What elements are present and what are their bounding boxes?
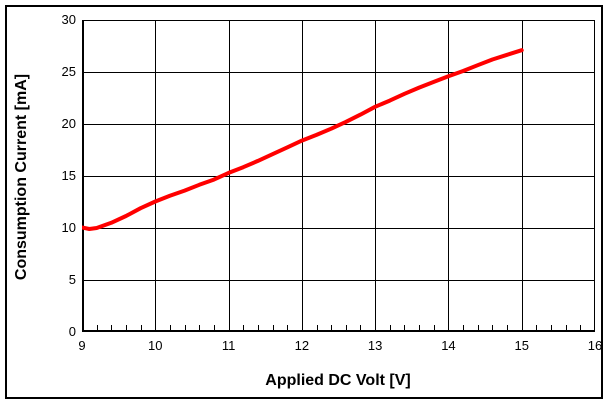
y-tick-label: 20 [61, 116, 76, 131]
x-tick-label: 13 [367, 338, 383, 353]
x-tick-label: 16 [587, 338, 603, 353]
series-line-consumption-current [82, 48, 524, 231]
y-tick-label: 30 [61, 12, 76, 27]
y-tick-label: 0 [68, 324, 76, 339]
y-tick-label: 5 [68, 272, 76, 287]
x-tick-label: 12 [294, 338, 310, 353]
x-tick-label: 9 [78, 338, 86, 353]
x-tick-label: 14 [441, 338, 456, 353]
x-tick-label: 10 [148, 338, 163, 353]
chart-figure: 0 5 10 15 20 25 30 9 10 11 12 13 14 15 16 Applied DC … [5, 5, 603, 399]
x-tick-label: 11 [221, 338, 236, 353]
plot-area [82, 20, 595, 332]
x-axis-title: Applied DC Volt [V] [265, 372, 411, 389]
y-tick-label: 25 [61, 64, 76, 79]
y-axis-title: Consumption Current [mA] [13, 73, 30, 281]
y-tick-label: 15 [61, 168, 76, 183]
y-tick-label: 10 [61, 220, 76, 235]
x-tick-label: 15 [514, 338, 529, 353]
